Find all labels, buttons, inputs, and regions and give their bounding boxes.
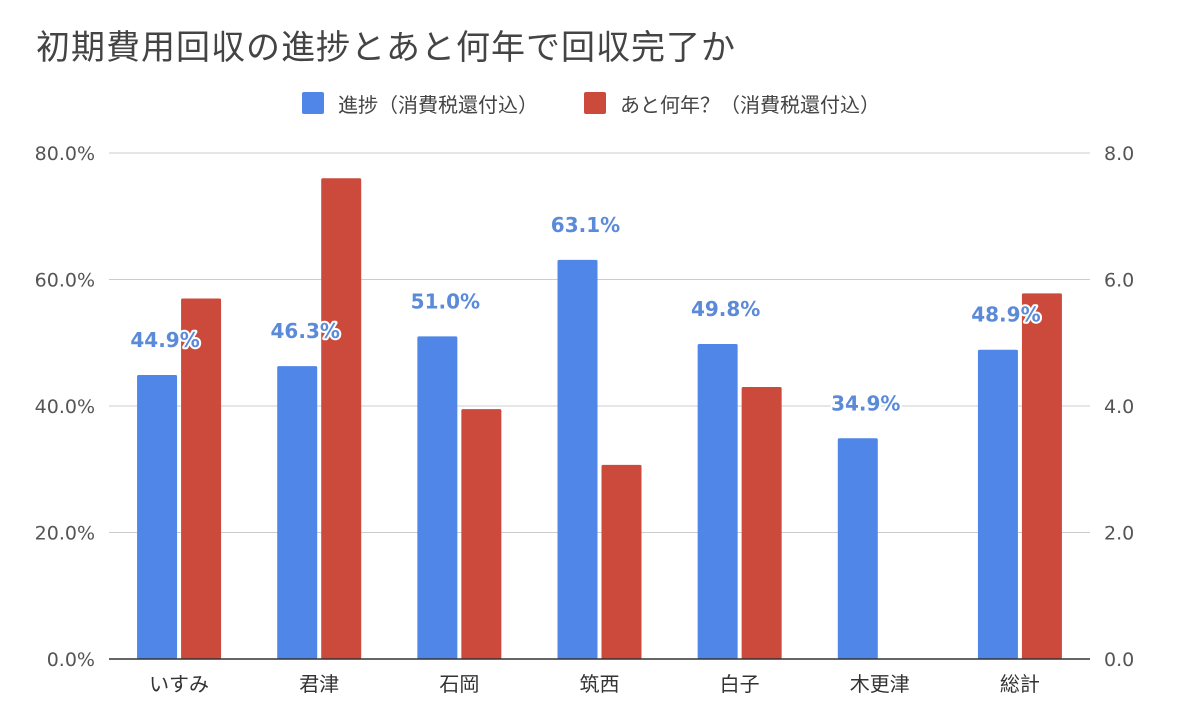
y-right-tick-label: 4.0 [1104, 396, 1134, 418]
y-right-tick-label: 2.0 [1104, 523, 1134, 545]
bar-progress [697, 344, 738, 659]
legend-swatch-progress [302, 92, 324, 114]
bar-progress [277, 366, 318, 659]
x-category-label: 総計 [1000, 672, 1040, 696]
data-label-progress: 34.9% [831, 391, 900, 415]
bar-years [1021, 293, 1062, 659]
y-left-tick-label: 60.0% [35, 270, 95, 292]
y-left-tick-label: 20.0% [35, 523, 95, 545]
legend-item-years[interactable]: あと何年？（消費税還付込） [584, 89, 880, 118]
legend-item-progress[interactable]: 進捗（消費税還付込） [302, 89, 538, 118]
x-category-label: 石岡 [439, 672, 479, 696]
bar-years [461, 409, 502, 659]
bar-years [321, 178, 362, 660]
x-category-label: 君津 [299, 672, 339, 696]
y-right-tick-label: 0.0 [1104, 649, 1134, 671]
bar-progress [977, 349, 1018, 659]
legend-label-progress: 進捗（消費税還付込） [338, 92, 538, 117]
bar-progress [837, 438, 878, 659]
bar-years [601, 464, 642, 659]
data-label-progress: 63.1% [551, 213, 620, 237]
data-label-progress: 44.9% [130, 328, 199, 352]
legend-label-years: あと何年？（消費税還付込） [620, 92, 880, 117]
bar-progress [417, 336, 458, 659]
x-category-label: 筑西 [580, 672, 620, 696]
bar-years [741, 387, 782, 659]
data-label-progress: 48.9% [971, 303, 1040, 327]
bar-progress [557, 259, 598, 659]
data-label-progress: 46.3% [271, 319, 340, 343]
y-right-tick-label: 6.0 [1104, 270, 1134, 292]
x-category-label: 白子 [720, 672, 760, 696]
data-label-progress: 49.8% [691, 297, 760, 321]
y-left-tick-label: 80.0% [35, 143, 95, 165]
bar-progress [137, 375, 178, 659]
x-category-label: いすみ [149, 672, 209, 696]
legend-swatch-years [584, 92, 606, 114]
data-label-progress: 51.0% [411, 289, 480, 313]
y-left-tick-label: 40.0% [35, 396, 95, 418]
bar-years [181, 298, 222, 659]
y-left-tick-label: 0.0% [47, 649, 95, 671]
y-right-tick-label: 8.0 [1104, 143, 1134, 165]
legend: 進捗（消費税還付込） あと何年？（消費税還付込） [0, 88, 1182, 118]
chart-title: 初期費用回収の進捗とあと何年で回収完了か [36, 28, 736, 68]
x-category-label: 木更津 [850, 672, 910, 696]
